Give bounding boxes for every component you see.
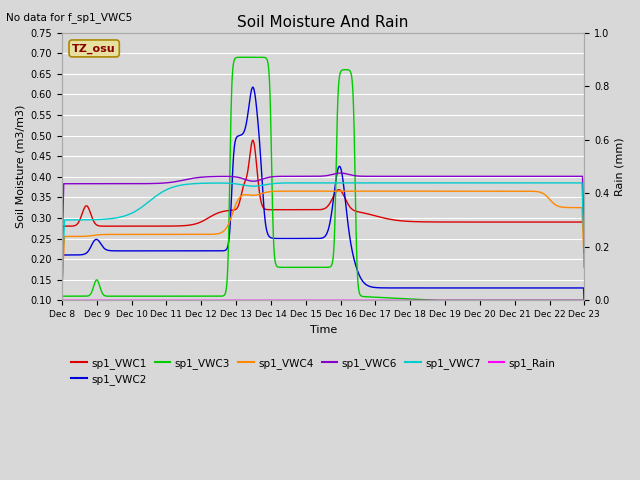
- Text: TZ_osu: TZ_osu: [72, 43, 116, 54]
- Y-axis label: Soil Moisture (m3/m3): Soil Moisture (m3/m3): [15, 105, 25, 228]
- X-axis label: Time: Time: [310, 324, 337, 335]
- Legend: sp1_VWC1, sp1_VWC2, sp1_VWC3, sp1_VWC4, sp1_VWC6, sp1_VWC7, sp1_Rain: sp1_VWC1, sp1_VWC2, sp1_VWC3, sp1_VWC4, …: [67, 354, 559, 389]
- Text: No data for f_sp1_VWC5: No data for f_sp1_VWC5: [6, 12, 132, 23]
- Y-axis label: Rain (mm): Rain (mm): [615, 137, 625, 196]
- Title: Soil Moisture And Rain: Soil Moisture And Rain: [237, 15, 409, 30]
